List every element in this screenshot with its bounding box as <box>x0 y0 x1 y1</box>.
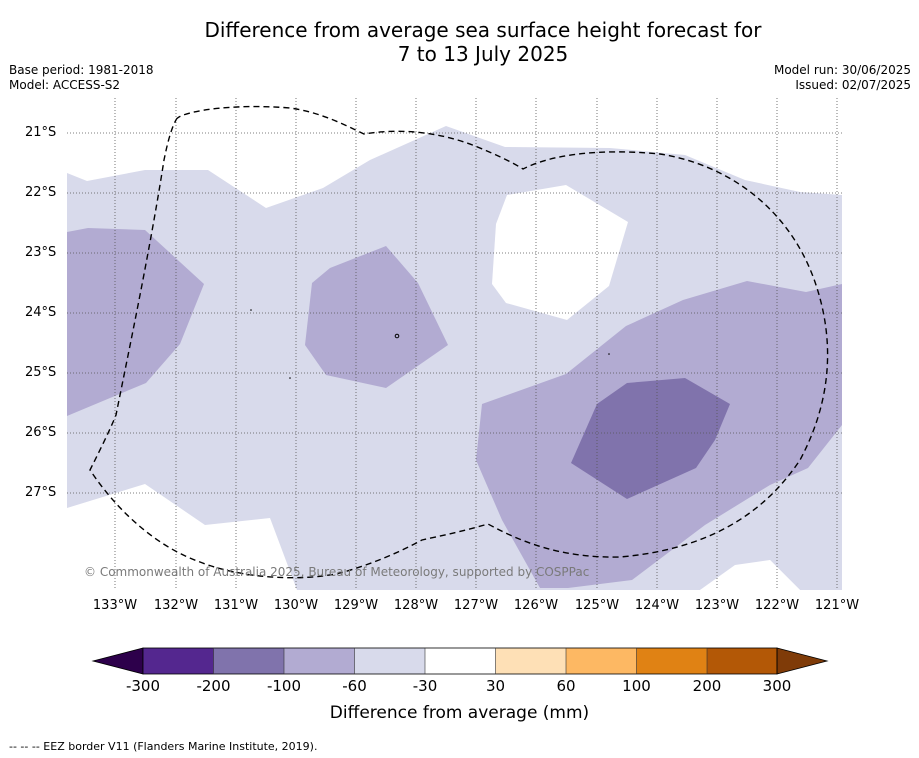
lon-label: 131°W <box>213 598 259 613</box>
anomaly-region-medium-central <box>305 246 448 388</box>
colorbar-segment <box>143 648 214 674</box>
lon-label: 127°W <box>453 598 499 613</box>
meta-right: Model run: 30/06/2025 Issued: 02/07/2025 <box>774 63 911 93</box>
colorbar-tick-label: -100 <box>266 677 302 695</box>
colorbar-segment <box>354 648 425 674</box>
lat-label: 23°S <box>25 245 57 260</box>
colorbar-tick-label: -60 <box>342 677 367 695</box>
anomaly-region-medium-west <box>67 228 204 416</box>
colorbar-segment <box>495 648 566 674</box>
island-marker <box>250 309 252 311</box>
colorbar-tick-label: -300 <box>125 677 161 695</box>
issued-text: Issued: 02/07/2025 <box>795 78 911 92</box>
island-marker <box>394 333 400 339</box>
model-text: Model: ACCESS-S2 <box>9 78 121 92</box>
lon-label: 124°W <box>634 598 680 613</box>
lon-label: 125°W <box>574 598 620 613</box>
colorbar-segment <box>284 648 355 674</box>
colorbar <box>91 647 829 675</box>
lon-label: 121°W <box>814 598 860 613</box>
colorbar-segment <box>636 648 707 674</box>
lon-label: 129°W <box>333 598 379 613</box>
colorbar-tick-label: 30 <box>485 677 506 695</box>
anomaly-region-white-southeast <box>700 560 800 590</box>
lon-label: 133°W <box>92 598 138 613</box>
eez-border <box>89 105 829 579</box>
map-panel <box>67 98 842 590</box>
lon-label: 132°W <box>153 598 199 613</box>
colorbar-tick-label: 200 <box>692 677 722 695</box>
lon-label: 122°W <box>754 598 800 613</box>
colorbar-tick-label: 60 <box>556 677 576 695</box>
copyright-notice: © Commonwealth of Australia 2025, Bureau… <box>84 565 590 579</box>
lat-label: 26°S <box>25 425 57 440</box>
colorbar-title: Difference from average (mm) <box>329 703 590 723</box>
colorbar-segment <box>707 648 777 674</box>
colorbar-over-arrow <box>776 647 829 675</box>
colorbar-tick-label: -30 <box>412 677 438 695</box>
lat-label: 27°S <box>25 485 57 500</box>
anomaly-region-dark <box>571 378 730 499</box>
colorbar-segment <box>425 648 496 674</box>
map-title-line1: Difference from average sea surface heig… <box>204 18 762 42</box>
model-run-text: Model run: 30/06/2025 <box>773 63 911 77</box>
island-marker <box>608 353 610 355</box>
base-period-text: Base period: 1981-2018 <box>9 63 154 77</box>
map-title: Difference from average sea surface heig… <box>0 18 919 66</box>
lat-label: 25°S <box>25 365 57 380</box>
colorbar-segment <box>566 648 637 674</box>
colorbar-tick-label: 100 <box>622 677 651 695</box>
lon-label: 128°W <box>393 598 439 613</box>
colorbar-tick-label: -200 <box>196 677 231 695</box>
lon-label: 126°W <box>513 598 559 613</box>
island-marker <box>289 377 291 379</box>
lat-label: 22°S <box>25 185 57 200</box>
lon-label: 123°W <box>694 598 740 613</box>
anomaly-region-white-north <box>492 185 628 320</box>
gridlines <box>67 98 842 590</box>
lon-label: 130°W <box>273 598 319 613</box>
lat-label: 24°S <box>25 305 57 320</box>
colorbar-frame <box>142 647 778 675</box>
eez-legend-note: -- -- -- EEZ border V11 (Flanders Marine… <box>9 740 318 753</box>
colorbar-segment <box>213 648 284 674</box>
meta-left: Base period: 1981-2018 Model: ACCESS-S2 <box>9 63 154 93</box>
colorbar-under-arrow <box>91 647 144 675</box>
map-title-line2: 7 to 13 July 2025 <box>397 42 569 66</box>
lat-label: 21°S <box>25 125 57 140</box>
colorbar-tick-label: 300 <box>762 677 792 695</box>
